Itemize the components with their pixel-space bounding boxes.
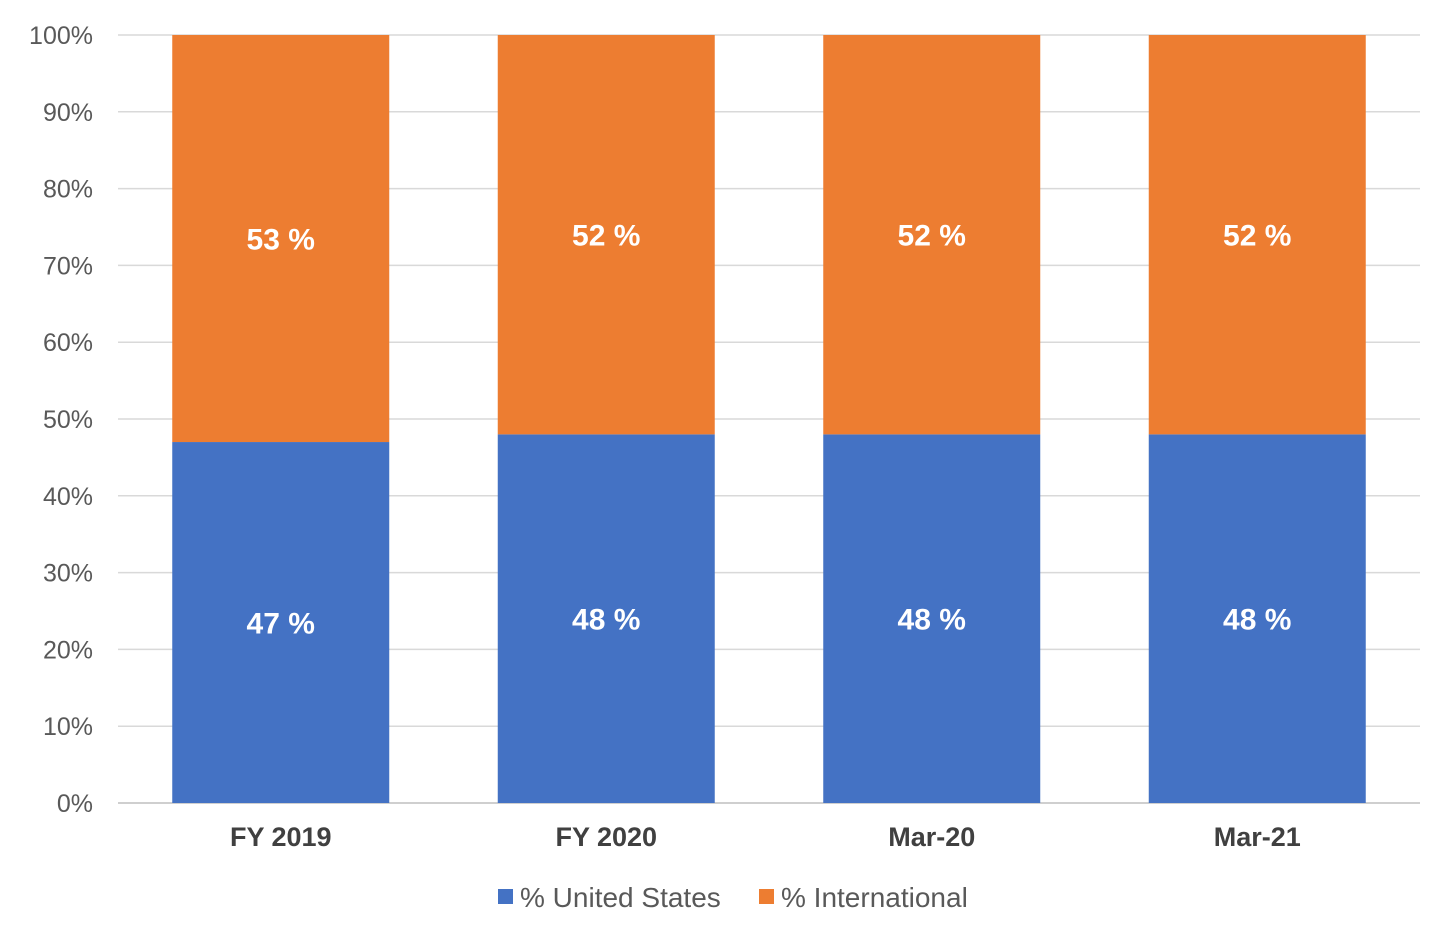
data-labels: 47 % 53 % 48 % 52 % 48 % 52 % 48 % 52 % bbox=[247, 220, 1292, 641]
y-tick-label: 80% bbox=[43, 176, 93, 204]
y-tick-label: 60% bbox=[43, 329, 93, 357]
bar-segment-international bbox=[172, 35, 390, 443]
x-tick-label: Mar-20 bbox=[888, 822, 975, 852]
legend-label: % International bbox=[781, 882, 968, 913]
y-tick-label: 90% bbox=[43, 99, 93, 127]
y-tick-label: 50% bbox=[43, 406, 93, 434]
bar-segment-international bbox=[497, 35, 715, 435]
x-tick-label: FY 2020 bbox=[555, 822, 657, 852]
data-label: 48 % bbox=[1223, 604, 1291, 637]
y-tick-label: 10% bbox=[43, 713, 93, 741]
data-label: 48 % bbox=[898, 604, 966, 637]
bars bbox=[172, 35, 1366, 803]
data-label: 47 % bbox=[247, 608, 315, 641]
legend: % United States % International bbox=[498, 882, 968, 913]
y-tick-label: 70% bbox=[43, 252, 93, 280]
legend-swatch bbox=[498, 889, 513, 904]
legend-label: % United States bbox=[520, 882, 721, 913]
bar-segment-united-states bbox=[1148, 434, 1366, 803]
legend-swatch bbox=[759, 889, 774, 904]
x-tick-label: FY 2019 bbox=[230, 822, 332, 852]
data-label: 53 % bbox=[247, 224, 315, 257]
bar-segment-united-states bbox=[497, 434, 715, 803]
x-tick-label: Mar-21 bbox=[1214, 822, 1301, 852]
data-label: 52 % bbox=[898, 220, 966, 253]
x-axis: FY 2019 FY 2020 Mar-20 Mar-21 bbox=[230, 822, 1301, 852]
y-tick-label: 30% bbox=[43, 560, 93, 588]
y-tick-label: 40% bbox=[43, 483, 93, 511]
bar-segment-united-states bbox=[823, 434, 1041, 803]
data-label: 52 % bbox=[572, 220, 640, 253]
bar-segment-international bbox=[823, 35, 1041, 435]
y-tick-label: 100% bbox=[29, 22, 93, 50]
y-tick-label: 0% bbox=[57, 790, 93, 818]
y-axis: 0% 10% 20% 30% 40% 50% 60% 70% 80% 90% 100% bbox=[29, 22, 93, 818]
y-tick-label: 20% bbox=[43, 636, 93, 664]
data-label: 52 % bbox=[1223, 220, 1291, 253]
bar-segment-united-states bbox=[172, 442, 390, 803]
bar-segment-international bbox=[1148, 35, 1366, 435]
data-label: 48 % bbox=[572, 604, 640, 637]
